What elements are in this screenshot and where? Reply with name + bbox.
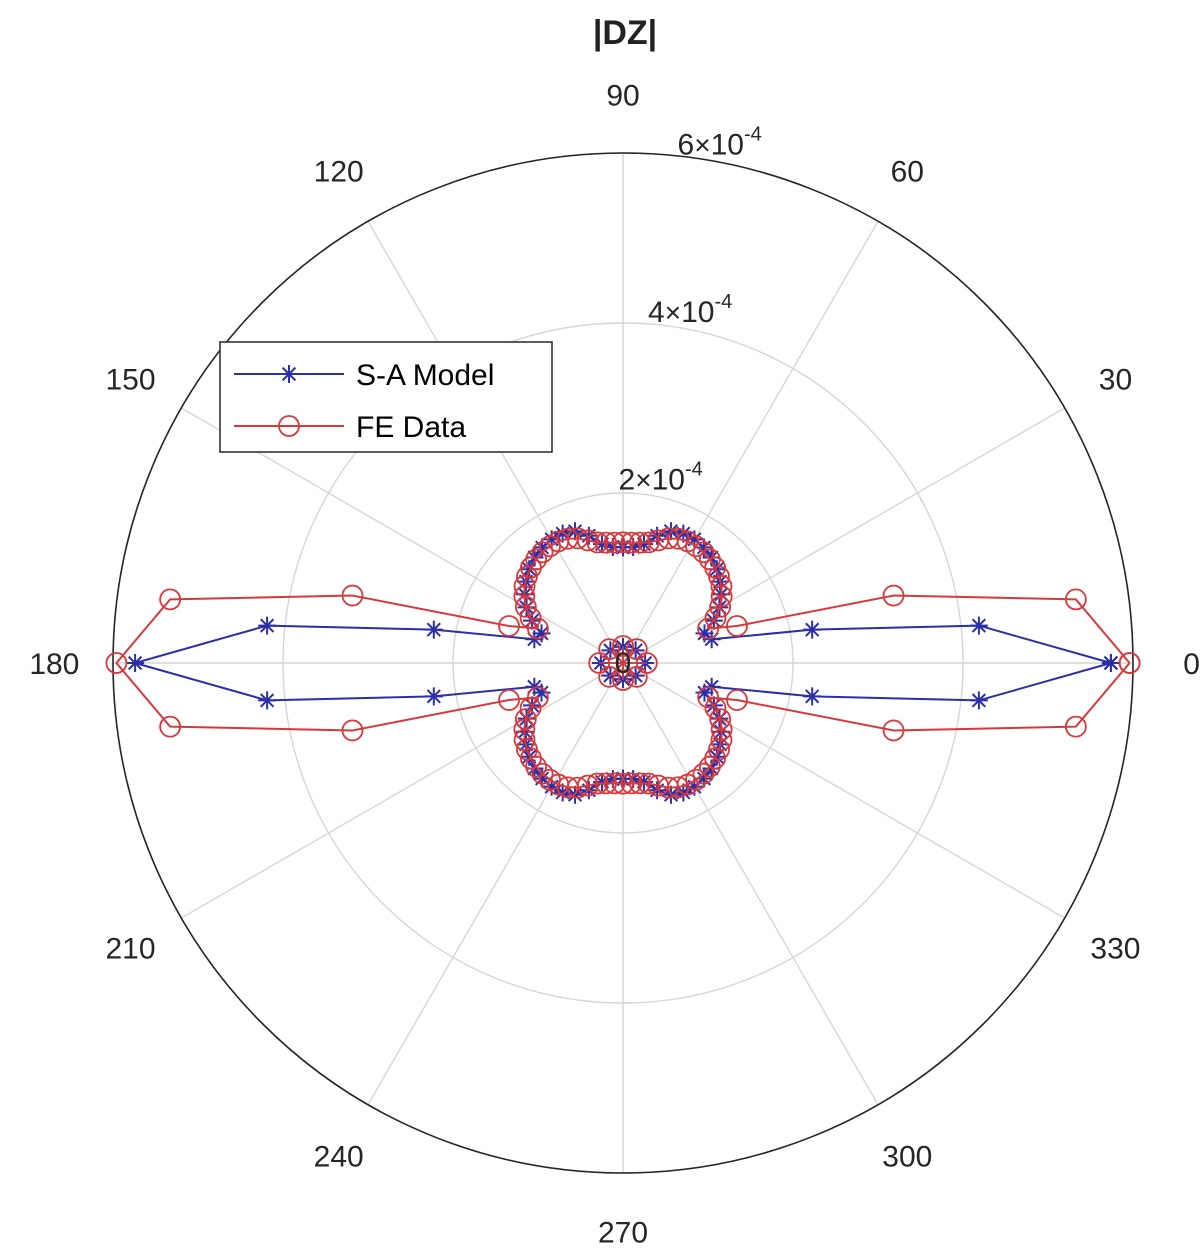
data-point [531,541,554,564]
legend-box [219,341,553,453]
data-point [526,686,549,709]
data-point [692,541,715,564]
data-point [514,596,537,618]
data-point [612,635,634,657]
data-point [498,615,520,637]
data-point [424,687,443,706]
data-point [424,620,443,639]
data-point [620,531,643,554]
data-point [513,585,536,608]
data-point [519,607,542,629]
data-point [1118,652,1141,674]
data-point [1064,588,1087,611]
data-point [341,584,364,607]
data-point [803,687,822,706]
theta-tick-label: 60 [891,156,924,189]
r-tick-label: 2×10-4 [619,459,703,497]
data-point [882,719,905,742]
chart-title: |DZ| [593,14,657,52]
data-point [526,617,549,640]
data-point [704,697,727,719]
theta-tick-label: 150 [106,364,156,397]
data-point [647,529,670,552]
data-point [882,584,905,607]
data-point [159,715,182,738]
data-point [595,531,617,554]
data-point [1064,715,1087,738]
data-point [710,729,733,751]
series-fe-data [105,527,1141,799]
data-point [539,535,561,558]
data-point [258,616,277,635]
data-point [603,772,626,795]
data-point [697,686,720,709]
theta-tick-label: 120 [314,156,364,189]
data-point [612,531,634,554]
data-point [519,697,542,719]
r-tick-label: 4×10-4 [648,291,732,329]
data-point [704,607,727,629]
theta-tick-label: 0 [1183,648,1200,681]
data-point [625,638,648,661]
data-point [692,762,715,785]
data-point [531,762,554,785]
theta-tick-label: 330 [1090,932,1140,965]
data-point [341,719,364,742]
data-point [612,772,634,795]
data-point [629,772,651,795]
data-point [709,708,732,730]
data-point [603,531,626,554]
data-point [258,691,277,710]
data-point [1101,654,1120,672]
data-point [969,616,988,635]
theta-tick-label: 30 [1099,364,1132,397]
r-tick-label: 6×10-4 [678,124,762,162]
data-point [513,575,536,597]
theta-tick-label: 90 [606,79,639,112]
data-series [105,522,1141,804]
data-point [159,588,182,611]
data-point [697,617,720,640]
data-point [698,548,721,571]
data-point [105,652,128,674]
data-point [625,665,648,688]
data-point [709,596,732,618]
data-point [803,620,822,639]
data-point [586,772,609,795]
data-point [620,772,643,795]
data-point [598,665,621,688]
data-point [637,531,660,554]
theta-tick-label: 180 [29,648,79,681]
data-point [280,365,298,383]
theta-tick-label: 300 [882,1140,932,1173]
data-point [726,615,748,637]
center-label: 0 [615,647,632,680]
legend-label: S-A Model [356,359,494,392]
data-point [498,689,520,711]
data-point [126,654,145,672]
data-point [514,708,537,730]
legend: S-A Model FE Data [219,341,553,453]
outer-boundary [112,152,1134,1174]
data-point [629,531,651,554]
data-point [525,755,548,778]
legend-label: FE Data [356,411,466,444]
data-point [278,415,300,437]
data-point [710,718,733,741]
data-point [576,774,599,797]
axis-labels: 0 30 60 90 120 150 180 210 240 270 300 330 2×10-4 4×1… [29,79,1200,1249]
data-point [595,772,617,795]
data-point [726,689,748,711]
theta-tick-label: 210 [106,932,156,965]
theta-tick-label: 240 [314,1140,364,1173]
data-point [685,768,707,791]
theta-tick-label: 270 [598,1217,648,1250]
data-point [969,691,988,710]
data-point [525,630,544,649]
data-point [612,669,634,691]
